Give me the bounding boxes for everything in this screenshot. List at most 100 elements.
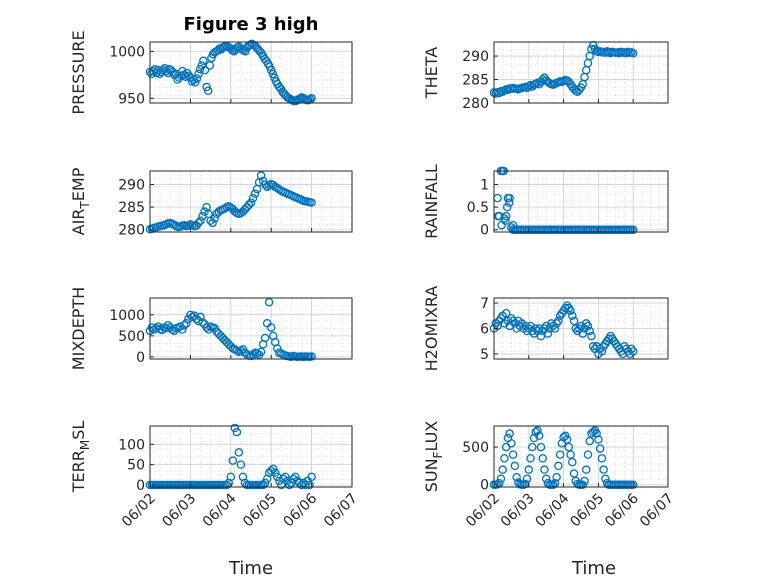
data-point <box>232 427 242 437</box>
data-point <box>182 318 191 328</box>
y-tick-label: 290 <box>462 49 489 65</box>
data-point <box>252 349 262 358</box>
data-point <box>208 218 217 228</box>
data-point <box>581 465 591 474</box>
y-tick-label: 7 <box>480 296 489 312</box>
y-tick-label: 280 <box>462 96 489 112</box>
data-point <box>583 321 593 331</box>
data-point <box>184 221 193 230</box>
data-point <box>250 189 260 198</box>
x-tick-label: 06/06 <box>602 490 642 530</box>
data-point <box>568 457 577 467</box>
y-axis-label: H2OMIXRA <box>422 286 441 372</box>
data-point <box>583 450 593 459</box>
data-point <box>597 347 607 356</box>
data-point <box>502 202 512 212</box>
data-point <box>256 171 266 180</box>
y-tick-label: 1000 <box>109 308 145 324</box>
y-tick-label: 280 <box>118 223 145 239</box>
data-point <box>281 472 290 482</box>
data-point <box>505 429 514 438</box>
data-point <box>210 214 219 223</box>
data-point <box>628 225 638 234</box>
data-point <box>534 431 544 441</box>
data-point <box>232 346 242 355</box>
y-tick-label: 500 <box>462 440 489 456</box>
x-tick-label: 06/02 <box>463 491 503 531</box>
data-point <box>289 474 298 484</box>
axes-frame <box>493 41 669 104</box>
y-tick-label: 290 <box>118 178 145 194</box>
data-point <box>256 347 266 357</box>
data-point <box>524 465 534 474</box>
data-point <box>548 480 558 489</box>
data-point <box>151 324 161 333</box>
data-point <box>203 86 213 96</box>
data-point <box>550 324 560 333</box>
series-markers <box>145 171 316 234</box>
data-point <box>501 308 511 318</box>
x-tick-label: 06/05 <box>240 491 280 531</box>
data-point <box>220 204 229 213</box>
data-point <box>194 69 203 79</box>
data-point <box>307 198 316 207</box>
data-point <box>266 323 276 332</box>
data-point <box>228 456 238 465</box>
y-axis-label: SUNFLUX <box>422 421 445 493</box>
data-point <box>248 193 258 203</box>
data-point <box>202 323 211 332</box>
data-point <box>585 326 594 336</box>
data-point <box>279 474 288 484</box>
data-point <box>178 325 187 334</box>
figure-title: Figure 3 high <box>184 14 319 35</box>
data-point <box>196 312 205 322</box>
y-tick-label: 6 <box>480 322 489 338</box>
data-point <box>275 476 284 486</box>
y-axis-label: RAINFALL <box>422 164 441 239</box>
data-point <box>307 352 316 361</box>
data-point <box>554 461 563 471</box>
data-point <box>226 472 236 482</box>
data-point <box>526 321 535 331</box>
data-point <box>564 442 574 452</box>
subplot-mixdepth: 0 500 1000 MIXDEPTH <box>69 287 353 370</box>
y-tick-label: 500 <box>118 329 145 345</box>
data-point <box>260 333 270 343</box>
data-point <box>585 436 594 446</box>
series-markers <box>489 426 638 489</box>
data-point <box>505 198 514 207</box>
y-tick-label: 1 <box>480 178 489 194</box>
data-point <box>595 444 605 453</box>
y-tick-label: 1000 <box>109 44 145 60</box>
data-point <box>529 433 539 443</box>
series-markers <box>489 41 638 98</box>
data-point <box>285 480 294 490</box>
data-point <box>242 350 252 359</box>
axes-frame <box>149 425 353 488</box>
data-point <box>555 450 565 459</box>
data-point <box>157 325 167 335</box>
data-point <box>206 216 215 225</box>
x-tick-label: 06/05 <box>567 491 607 531</box>
data-point <box>597 454 607 463</box>
x-tick-label: 06/02 <box>119 491 159 531</box>
data-point <box>307 472 316 482</box>
data-point <box>533 426 542 435</box>
data-point <box>507 439 516 448</box>
series-markers <box>145 423 316 490</box>
data-point <box>273 344 282 353</box>
subplot-h2omixra: 5 6 7 H2OMIXRA <box>422 286 669 372</box>
data-point <box>248 350 258 360</box>
data-point <box>552 472 561 482</box>
y-axis-label: MIXDEPTH <box>69 287 88 370</box>
data-point <box>522 474 532 483</box>
data-point <box>266 466 276 475</box>
y-tick-label: 0 <box>136 350 145 366</box>
x-tick-label: 06/07 <box>637 491 677 531</box>
y-tick-label: 0 <box>480 478 489 494</box>
subplot-terr_msl: 0 50 100 06/02 06/03 06/04 06/05 06/06 06/07 TERR… <box>69 421 361 531</box>
data-point <box>199 56 208 66</box>
